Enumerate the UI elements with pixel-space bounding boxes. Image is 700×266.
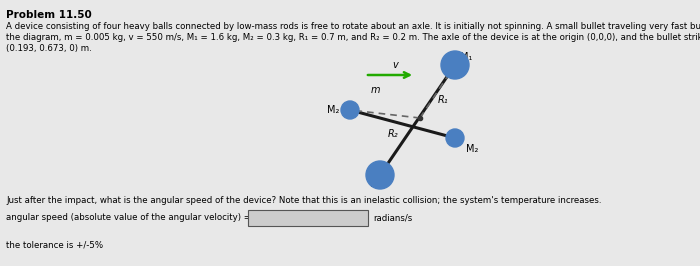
Text: M₁: M₁ (460, 52, 473, 62)
Text: v: v (392, 60, 398, 70)
Text: M₂: M₂ (466, 144, 478, 154)
Text: angular speed (absolute value of the angular velocity) =: angular speed (absolute value of the ang… (6, 214, 251, 222)
Text: A device consisting of four heavy balls connected by low-mass rods is free to ro: A device consisting of four heavy balls … (6, 22, 700, 31)
Circle shape (366, 161, 394, 189)
Circle shape (441, 51, 469, 79)
Text: Just after the impact, what is the angular speed of the device? Note that this i: Just after the impact, what is the angul… (6, 196, 601, 205)
Circle shape (446, 129, 464, 147)
Text: M₂: M₂ (327, 105, 339, 115)
Circle shape (341, 101, 359, 119)
Text: the diagram, m = 0.005 kg, v = 550 m/s, M₁ = 1.6 kg, M₂ = 0.3 kg, R₁ = 0.7 m, an: the diagram, m = 0.005 kg, v = 550 m/s, … (6, 33, 700, 42)
Text: radians/s: radians/s (373, 214, 412, 222)
Text: R₂: R₂ (387, 129, 398, 139)
Text: the tolerance is +/-5%: the tolerance is +/-5% (6, 240, 103, 249)
Text: M₁: M₁ (370, 179, 382, 189)
Text: R₁: R₁ (438, 95, 449, 105)
Text: Problem 11.50: Problem 11.50 (6, 10, 92, 20)
FancyBboxPatch shape (248, 210, 368, 226)
Text: (0.193, 0.673, 0) m.: (0.193, 0.673, 0) m. (6, 44, 92, 53)
Text: m: m (370, 85, 379, 95)
